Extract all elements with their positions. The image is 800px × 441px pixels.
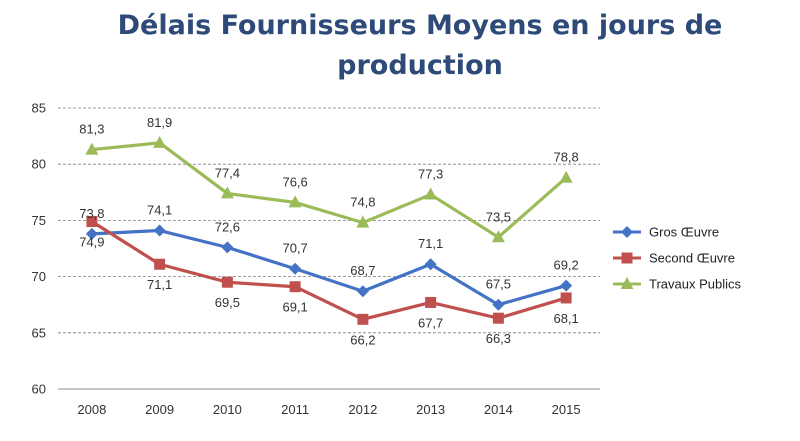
data-point — [85, 227, 98, 240]
y-tick-label: 80 — [32, 157, 46, 172]
data-point — [356, 285, 369, 298]
data-label: 78,8 — [553, 150, 578, 165]
data-point — [153, 135, 167, 148]
legend-item: Travaux Publics — [613, 277, 741, 292]
data-point — [153, 224, 166, 237]
data-label: 77,3 — [418, 167, 443, 182]
data-label: 81,9 — [147, 115, 172, 130]
chart-title: Délais Fournisseurs Moyens en jours de p… — [117, 10, 723, 81]
legend: Gros Œuvre Second Œuvre Travaux Publics — [613, 225, 741, 292]
data-label: 66,2 — [350, 332, 375, 347]
x-tick-label: 2012 — [348, 402, 377, 417]
data-label: 76,6 — [282, 174, 307, 189]
y-tick-label: 70 — [32, 269, 46, 284]
x-tick-label: 2009 — [145, 402, 174, 417]
data-label: 73,8 — [79, 206, 104, 221]
x-tick-label: 2010 — [213, 402, 242, 417]
data-label: 68,7 — [350, 263, 375, 278]
series-line-0 — [91, 228, 567, 307]
data-label: 71,1 — [418, 236, 443, 251]
data-label: 69,2 — [553, 258, 578, 273]
x-tick-label: 2011 — [281, 402, 309, 417]
data-point — [86, 216, 98, 228]
data-point — [424, 187, 438, 200]
grid-lines — [58, 107, 600, 390]
data-point — [289, 281, 301, 293]
data-point — [221, 276, 233, 288]
series-line-1 — [91, 220, 567, 321]
legend-label: Second Œuvre — [649, 251, 735, 266]
x-tick-label: 2014 — [484, 402, 513, 417]
data-label: 72,6 — [215, 219, 240, 234]
y-tick-label: 85 — [32, 101, 46, 116]
data-point — [356, 215, 370, 228]
legend-item: Gros Œuvre — [613, 225, 719, 240]
data-label: 69,1 — [282, 300, 307, 315]
x-tick-label: 2015 — [552, 402, 581, 417]
data-point — [491, 230, 505, 243]
data-label: 67,7 — [418, 315, 443, 330]
data-label: 74,8 — [350, 195, 375, 210]
series-lines — [85, 135, 573, 325]
legend-label: Travaux Publics — [649, 277, 741, 292]
data-point — [560, 292, 572, 304]
data-point — [85, 142, 99, 155]
data-point — [220, 186, 234, 199]
data-point — [289, 262, 302, 275]
legend-marker — [621, 226, 633, 238]
legend-item: Second Œuvre — [613, 251, 735, 266]
x-tick-label: 2013 — [416, 402, 445, 417]
y-tick-label: 60 — [32, 382, 46, 397]
data-point — [492, 312, 504, 324]
x-tick-label: 2008 — [77, 402, 106, 417]
data-label: 81,3 — [79, 122, 104, 137]
data-point — [425, 296, 437, 308]
data-labels: 73,8 74,1 72,6 70,7 68,7 71,1 67,5 69,2 74,9 71,1… — [79, 115, 579, 347]
series-line-2 — [91, 141, 568, 239]
y-axis: 60 65 70 75 80 85 — [32, 101, 46, 397]
data-label: 77,4 — [215, 165, 240, 180]
data-label: 74,9 — [79, 235, 104, 250]
data-point — [221, 241, 234, 254]
data-point — [357, 313, 369, 325]
y-tick-label: 65 — [32, 325, 46, 340]
data-point — [560, 279, 573, 292]
y-tick-label: 75 — [32, 213, 46, 228]
legend-label: Gros Œuvre — [649, 225, 719, 240]
legend-marker — [621, 252, 633, 264]
data-point — [288, 195, 302, 208]
data-label: 67,5 — [486, 277, 511, 292]
data-label: 69,5 — [215, 295, 240, 310]
data-point — [424, 258, 437, 271]
data-label: 74,1 — [147, 203, 172, 218]
data-label: 73,5 — [486, 209, 511, 224]
data-point — [154, 258, 166, 270]
data-point — [559, 170, 573, 183]
legend-marker — [620, 277, 634, 289]
data-label: 71,1 — [147, 277, 172, 292]
data-point — [492, 298, 505, 311]
data-label: 66,3 — [486, 331, 511, 346]
x-axis: 2008 2009 2010 2011 2012 2013 2014 2015 — [77, 402, 580, 417]
data-label: 70,7 — [282, 241, 307, 256]
data-label: 68,1 — [553, 311, 578, 326]
